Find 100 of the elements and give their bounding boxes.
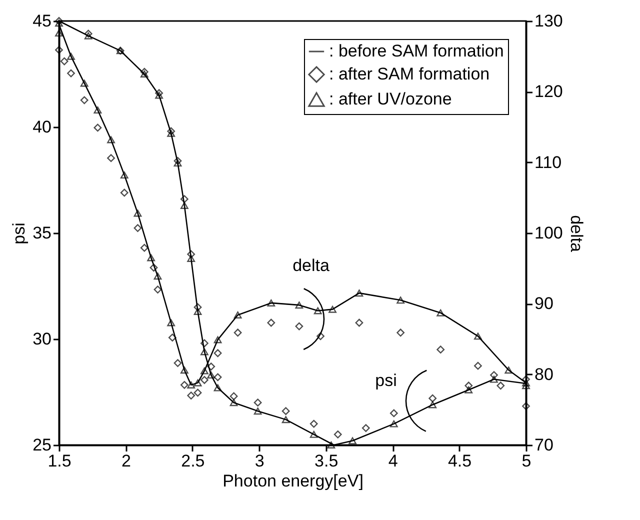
legend-label: : before SAM formation [329,42,504,60]
point [187,381,196,388]
y-axis-title: psi [10,222,29,244]
point [194,379,202,386]
point [134,224,142,232]
point [230,392,238,400]
point [194,308,202,315]
point [55,46,63,54]
point [107,154,115,162]
point [504,366,513,374]
y-tick-label: 25 [32,436,52,454]
point [474,332,482,340]
point [180,366,188,374]
point [167,319,176,326]
point [474,362,482,370]
point [194,388,202,397]
point [428,401,437,408]
point [120,188,128,197]
point [150,264,158,272]
point [310,430,318,438]
point [180,202,188,209]
point [214,373,222,382]
point [147,254,156,262]
x-tick-label: 3 [254,452,264,470]
point [120,172,128,179]
point [316,332,324,340]
point [522,402,530,410]
point [84,32,92,40]
x-tick-label: 4 [388,452,398,470]
y2-axis-title: delta [566,215,586,252]
point [230,399,238,406]
x-tick-label: 5 [522,452,532,470]
point [522,375,530,384]
point [327,441,336,449]
point [80,80,88,87]
point [334,430,342,438]
point [464,386,473,394]
point [436,309,445,316]
annotation: delta [292,256,330,275]
y2-tick-label: 130 [534,12,563,30]
x-tick-label: 4.5 [448,452,472,470]
y2-tick-label: 110 [534,152,562,172]
point [267,318,276,327]
point [214,384,222,392]
point [134,210,142,217]
y2-tick-label: 90 [534,294,554,314]
annotation: psi [375,371,397,390]
y-tick-label: 35 [32,224,52,242]
point [174,160,182,167]
point [254,408,262,415]
point [390,420,398,428]
point [355,318,364,327]
point [254,398,262,407]
point [67,69,75,78]
x-tick-label: 2 [121,452,131,470]
point [310,420,318,428]
point [55,30,63,37]
point [464,382,473,390]
point [168,334,176,342]
y-tick-label: 40 [32,118,52,136]
point [390,409,398,418]
point [155,89,164,98]
point [154,286,162,294]
point [282,407,290,416]
point [214,336,222,344]
point [174,156,182,165]
point [60,57,68,66]
legend-label: : after SAM formation [329,64,490,84]
point [167,130,176,137]
point [396,296,405,304]
point [94,106,102,114]
point [348,437,356,444]
point [94,124,102,132]
point [207,372,216,379]
point [234,328,242,337]
point [67,52,75,60]
point [282,416,290,424]
y2-tick-label: 80 [534,364,554,384]
point [200,348,208,356]
point [428,394,437,402]
point [355,290,364,297]
y-tick-label: 45 [32,12,52,30]
point [436,346,445,354]
point [200,376,208,384]
x-tick-label: 2.5 [181,452,205,470]
point [180,195,188,204]
point [267,299,276,306]
point [155,92,164,99]
y2-tick-label: 70 [534,436,554,454]
point [200,367,208,374]
point [187,392,196,400]
y2-tick-label: 120 [534,82,563,102]
point [200,339,208,348]
point [154,272,162,280]
point [214,349,222,358]
point [234,311,242,318]
point [295,322,304,330]
point [207,362,216,371]
point [295,302,304,309]
point [84,30,92,38]
